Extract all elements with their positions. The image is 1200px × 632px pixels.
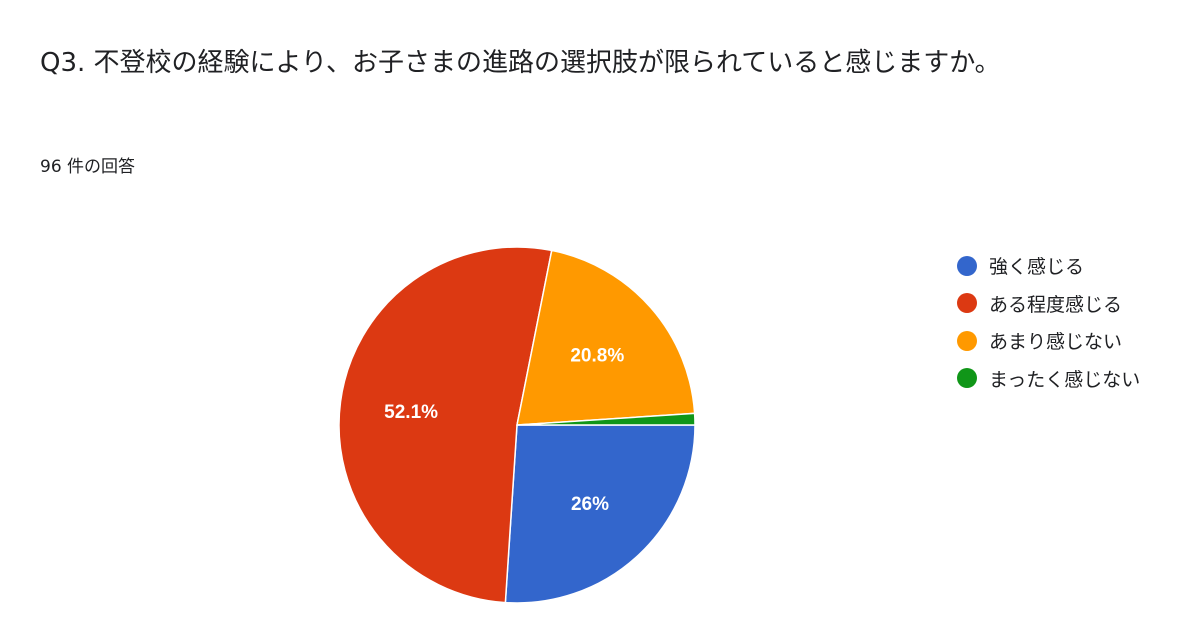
- slice-label: 52.1%: [384, 402, 438, 423]
- legend-label: ある程度感じる: [989, 293, 1123, 316]
- legend-item[interactable]: ある程度感じる: [957, 285, 1140, 323]
- pie-slice[interactable]: [504, 424, 696, 604]
- legend-swatch: [957, 330, 977, 351]
- legend-item[interactable]: 強く感じる: [957, 247, 1140, 285]
- legend-swatch: [957, 255, 977, 276]
- pie-slice[interactable]: [516, 249, 696, 426]
- legend-swatch: [957, 293, 977, 314]
- slice-label: 26%: [571, 494, 609, 515]
- legend-item[interactable]: まったく感じない: [957, 360, 1140, 398]
- legend-label: まったく感じない: [989, 368, 1141, 391]
- question-title: Q3. 不登校の経験により、お子さまの進路の選択肢が限られていると感じますか。: [40, 48, 1001, 78]
- legend-swatch: [957, 368, 977, 389]
- slice-label: 20.8%: [570, 346, 624, 367]
- legend: 強く感じるある程度感じる あまり感じない まったく感じない: [957, 247, 1140, 397]
- pie-slice[interactable]: [516, 412, 696, 426]
- pie-slice[interactable]: [338, 246, 553, 604]
- legend-label: あまり感じない: [989, 331, 1123, 354]
- response-count: 96 件の回答: [40, 157, 136, 177]
- legend-label: 強く感じる: [989, 256, 1085, 279]
- legend-item[interactable]: あまり感じない: [957, 322, 1140, 360]
